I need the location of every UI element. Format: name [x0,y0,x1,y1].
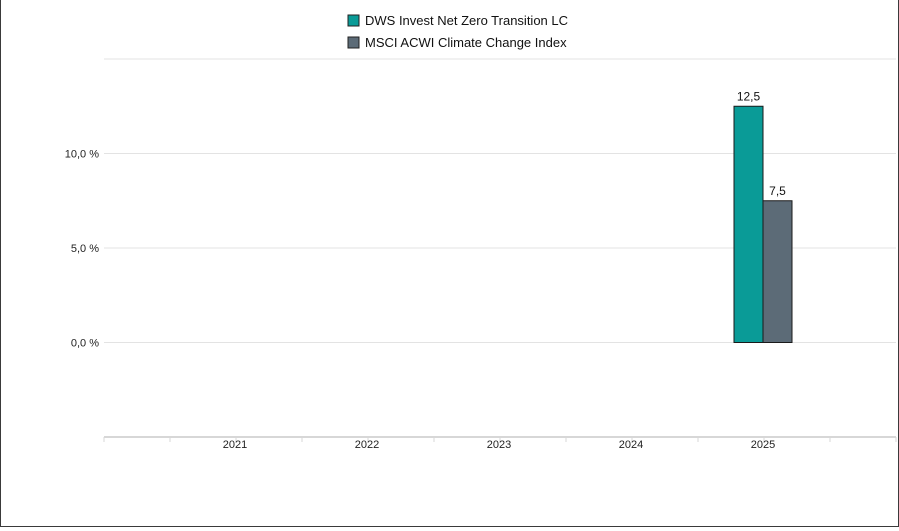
legend-swatch-series-0 [347,14,360,27]
x-tick-label: 2022 [355,439,379,451]
legend-swatch-series-1 [347,36,360,49]
y-tick-label: 5,0 % [71,243,99,255]
legend-item-series-0[interactable]: DWS Invest Net Zero Transition LC [347,13,568,28]
bar-data-label: 12,5 [737,89,761,103]
y-axis-tick-labels: 0,0 % 5,0 % 10,0 % [65,149,99,350]
bar-data-label: 7,5 [769,184,786,198]
bar-series-0-2025[interactable] [733,105,764,343]
legend: DWS Invest Net Zero Transition LC MSCI A… [347,13,568,50]
legend-label-series-1: MSCI ACWI Climate Change Index [365,35,567,50]
x-tick-label: 2024 [619,439,643,451]
y-tick-label: 0,0 % [71,338,99,350]
x-tick-label: 2025 [751,439,775,451]
bar-data-labels: 12,5 7,5 [737,89,786,198]
legend-label-series-0: DWS Invest Net Zero Transition LC [365,13,568,28]
x-axis: 2021 2022 2023 2024 2025 [103,436,897,451]
x-tick-label: 2023 [487,439,511,451]
y-tick-label: 10,0 % [65,149,99,161]
x-tick-label: 2021 [223,439,247,451]
bar-series-1-2025[interactable] [762,200,793,343]
bars [733,105,793,343]
legend-item-series-1[interactable]: MSCI ACWI Climate Change Index [347,35,567,50]
